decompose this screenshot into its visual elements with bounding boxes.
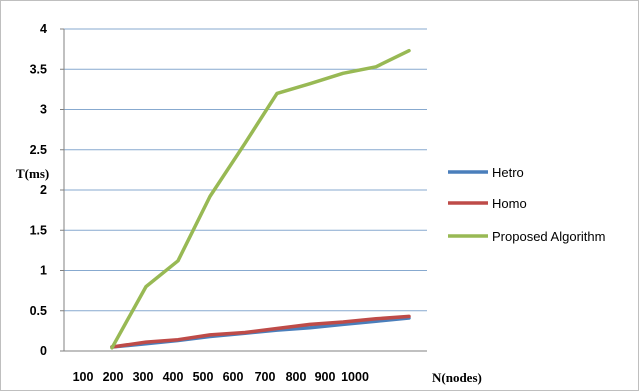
series-line-proposed-algorithm bbox=[110, 48, 411, 350]
y-tick-label-3: 1.5 bbox=[30, 223, 47, 237]
x-tick-label-100: 100 bbox=[73, 370, 94, 384]
legend-label-homo: Homo bbox=[492, 196, 527, 211]
x-tick-label-700: 700 bbox=[255, 370, 276, 384]
x-tick-label-900: 900 bbox=[315, 370, 336, 384]
series-lines bbox=[110, 48, 411, 350]
y-tick-label-4: 2 bbox=[40, 183, 47, 197]
legend-item-homo: Homo bbox=[448, 196, 527, 211]
series-line-homo bbox=[110, 314, 411, 349]
y-tick-label-7: 3.5 bbox=[30, 62, 47, 76]
y-axis-title: T(ms) bbox=[16, 166, 49, 181]
x-tick-label-200: 200 bbox=[103, 370, 124, 384]
legend-item-hetro: Hetro bbox=[448, 165, 524, 180]
x-tick-label-800: 800 bbox=[286, 370, 307, 384]
x-tick-label-600: 600 bbox=[223, 370, 244, 384]
x-axis-title: N(nodes) bbox=[432, 370, 482, 385]
x-tick-label-400: 400 bbox=[163, 370, 184, 384]
legend-item-proposed-algorithm: Proposed Algorithm bbox=[448, 229, 605, 244]
y-tick-label-8: 4 bbox=[40, 22, 47, 36]
grid-lines bbox=[64, 28, 427, 312]
x-tick-label-500: 500 bbox=[193, 370, 214, 384]
axes bbox=[60, 28, 427, 352]
x-tick-label-300: 300 bbox=[133, 370, 154, 384]
y-tick-labels: 0 0.5 1 1.5 2 2.5 3 3.5 4 bbox=[30, 22, 47, 358]
legend: Hetro Homo Proposed Algorithm bbox=[448, 165, 605, 244]
y-tick-label-2: 1 bbox=[40, 264, 47, 278]
y-tick-label-1: 0.5 bbox=[30, 304, 47, 318]
legend-label-proposed-algorithm: Proposed Algorithm bbox=[492, 229, 605, 244]
x-tick-label-1000: 1000 bbox=[341, 370, 369, 384]
legend-label-hetro: Hetro bbox=[492, 165, 524, 180]
y-tick-label-6: 3 bbox=[40, 103, 47, 117]
x-tick-labels: 100 200 300 400 500 600 700 800 900 1000 bbox=[73, 370, 369, 384]
y-tick-label-5: 2.5 bbox=[30, 143, 47, 157]
y-tick-label-0: 0 bbox=[40, 344, 47, 358]
